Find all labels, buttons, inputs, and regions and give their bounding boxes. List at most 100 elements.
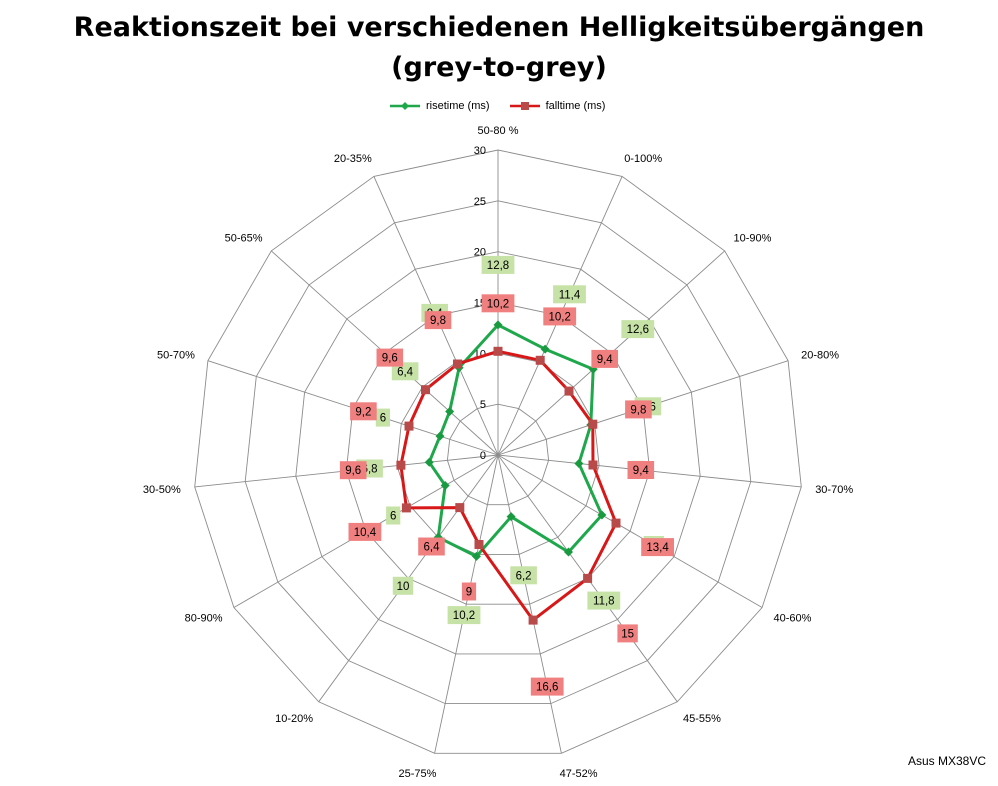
grid-ring-15 (345, 302, 651, 605)
axis-tick-label: 20 (474, 247, 486, 259)
grid-spoke (497, 454, 562, 754)
axis-tick-label: 5 (480, 399, 486, 411)
legend-label-falltime: falltime (ms) (545, 100, 606, 112)
category-label: 30-50% (143, 484, 181, 496)
data-label-falltime: 10,2 (549, 311, 571, 323)
risetime-point (574, 459, 584, 469)
data-label-risetime: 6 (390, 511, 396, 523)
data-label-falltime: 13,4 (646, 542, 669, 554)
data-label-falltime: 15 (621, 628, 634, 640)
data-label-bg (627, 461, 655, 479)
chart-title: Reaktionszeit bei verschiedenen Helligke… (0, 8, 998, 88)
data-label-risetime: 11,4 (559, 289, 581, 301)
data-label-falltime: 9,6 (382, 353, 398, 365)
data-label-bg (617, 624, 638, 643)
data-label-bg (587, 591, 621, 610)
risetime-point (471, 551, 481, 561)
data-label-falltime: 9,8 (430, 315, 446, 327)
data-label-bg (625, 400, 652, 419)
risetime-point (540, 344, 550, 354)
data-label-bg (350, 402, 377, 421)
data-label-risetime: 12,8 (487, 260, 509, 272)
falltime-point (493, 346, 503, 356)
risetime-point (597, 510, 607, 520)
category-label: 80-90% (185, 613, 223, 625)
falltime-point (611, 518, 621, 528)
footer-model-label: Asus MX38VC (907, 754, 986, 768)
falltime-point (453, 359, 462, 369)
legend-label-risetime: risetime (ms) (426, 100, 490, 112)
chart-title-line-1: Reaktionszeit bei verschiedenen Helligke… (73, 12, 925, 43)
grid-spoke (497, 454, 763, 608)
data-label-bg (339, 461, 367, 480)
data-label-falltime: 9,6 (345, 465, 361, 477)
category-label: 50-80 % (478, 125, 519, 137)
data-label-bg (553, 285, 586, 304)
falltime-point (396, 460, 406, 470)
risetime-point (506, 512, 516, 522)
data-label-risetime: 10,2 (453, 610, 475, 622)
chart-title-line-2: (grey-to-grey) (391, 52, 607, 83)
risetime-point (435, 431, 445, 441)
category-label: 25-75% (398, 768, 436, 780)
falltime-point (588, 419, 598, 429)
data-label-falltime: 9,2 (355, 406, 371, 418)
grid-ring-20 (295, 251, 701, 655)
data-label-risetime: 6,2 (516, 570, 532, 582)
data-label-bg (461, 582, 477, 601)
data-label-bg (543, 307, 577, 326)
category-label: 47-52% (560, 768, 598, 780)
risetime-point (424, 457, 434, 467)
category-label: 50-70% (157, 350, 195, 362)
data-label-falltime: 10,4 (354, 527, 377, 539)
data-label-falltime: 9,4 (633, 465, 650, 477)
data-label-falltime: 6,4 (424, 542, 441, 554)
data-label-falltime: 10,2 (487, 298, 509, 310)
legend-marker-risetime (390, 102, 420, 110)
data-label-bg (391, 362, 419, 381)
falltime-point (401, 503, 411, 513)
data-label-bg (447, 606, 481, 625)
legend-item-falltime: falltime (ms) (508, 100, 606, 112)
category-label: 45-55% (683, 713, 721, 725)
falltime-point (421, 385, 430, 395)
category-label: 10-20% (275, 713, 313, 725)
axis-tick-label: 25 (474, 196, 486, 208)
falltime-point (404, 421, 414, 431)
risetime-point (564, 547, 574, 557)
category-label: 40-60% (774, 613, 812, 625)
data-label-falltime: 9 (466, 587, 472, 599)
data-label-bg (418, 537, 445, 556)
data-label-bg (510, 566, 537, 585)
axis-tick-label: 0 (480, 450, 486, 462)
data-label-falltime: 9,8 (630, 404, 646, 416)
series-line-1 (399, 349, 618, 622)
risetime-point (493, 320, 503, 330)
data-label-risetime: 11,8 (593, 596, 615, 608)
axis-tick-label: 30 (474, 145, 486, 157)
falltime-point (583, 573, 593, 583)
falltime-point (588, 460, 598, 470)
data-label-bg (375, 408, 390, 427)
legend: risetime (ms) falltime (ms) (388, 100, 605, 112)
category-label: 20-35% (334, 153, 372, 165)
data-label-falltime: 16,6 (536, 682, 558, 694)
data-label-bg (424, 311, 452, 330)
category-label: 50-65% (225, 233, 263, 245)
category-label: 20-80% (801, 350, 839, 362)
category-label: 30-70% (815, 484, 853, 496)
data-label-risetime: 6 (380, 413, 386, 425)
data-label-bg (392, 576, 414, 595)
grid-ring-25 (244, 200, 752, 705)
data-label-risetime: 12,6 (627, 324, 649, 336)
risetime-point (445, 406, 455, 416)
data-label-bg (481, 294, 515, 313)
data-label-risetime: 10 (397, 581, 410, 593)
category-label: 10-90% (734, 233, 772, 245)
data-label-risetime: 6,4 (397, 366, 414, 378)
grid-ring-10 (396, 352, 600, 555)
grid-spoke (434, 454, 499, 754)
data-label-falltime: 9,4 (597, 354, 614, 366)
legend-item-risetime: risetime (ms) (388, 100, 490, 112)
data-label-bg (376, 348, 404, 367)
